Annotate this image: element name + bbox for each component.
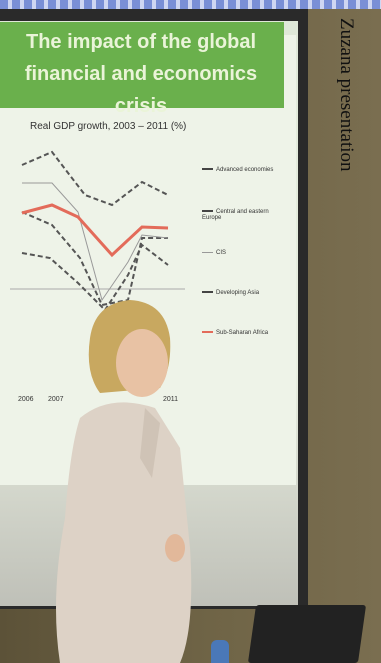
laptop <box>247 605 367 663</box>
legend-dash-icon <box>202 168 213 171</box>
x-tick: 2006 <box>18 396 34 403</box>
legend-item: Central and eastern Europe <box>202 209 269 221</box>
line-advanced <box>21 150 169 207</box>
line-ssa <box>21 203 169 258</box>
legend-dash-icon <box>202 210 213 213</box>
legend-item: Sub-Saharan Africa <box>202 330 268 336</box>
caption: Zuzana presentation <box>336 18 357 172</box>
chart-title: Real GDP growth, 2003 – 2011 (%) <box>30 121 187 132</box>
legend-item: Advanced economies <box>202 167 273 173</box>
legend-solid-icon <box>202 331 213 334</box>
legend-dash-icon <box>202 291 213 294</box>
legend-item: CIS <box>202 250 226 256</box>
x-tick: 2007 <box>48 396 64 403</box>
legend-item: Developing Asia <box>202 290 259 296</box>
slide-title-bar <box>0 22 284 108</box>
legend-line-icon <box>202 251 213 253</box>
water-bottle <box>211 640 229 663</box>
line-cee <box>21 211 168 307</box>
decorative-border <box>0 0 381 9</box>
x-tick: 2011 <box>163 396 179 403</box>
line-cis <box>22 182 169 302</box>
slide-title: The impact of the global financial and e… <box>24 31 258 117</box>
presenter <box>56 300 192 663</box>
